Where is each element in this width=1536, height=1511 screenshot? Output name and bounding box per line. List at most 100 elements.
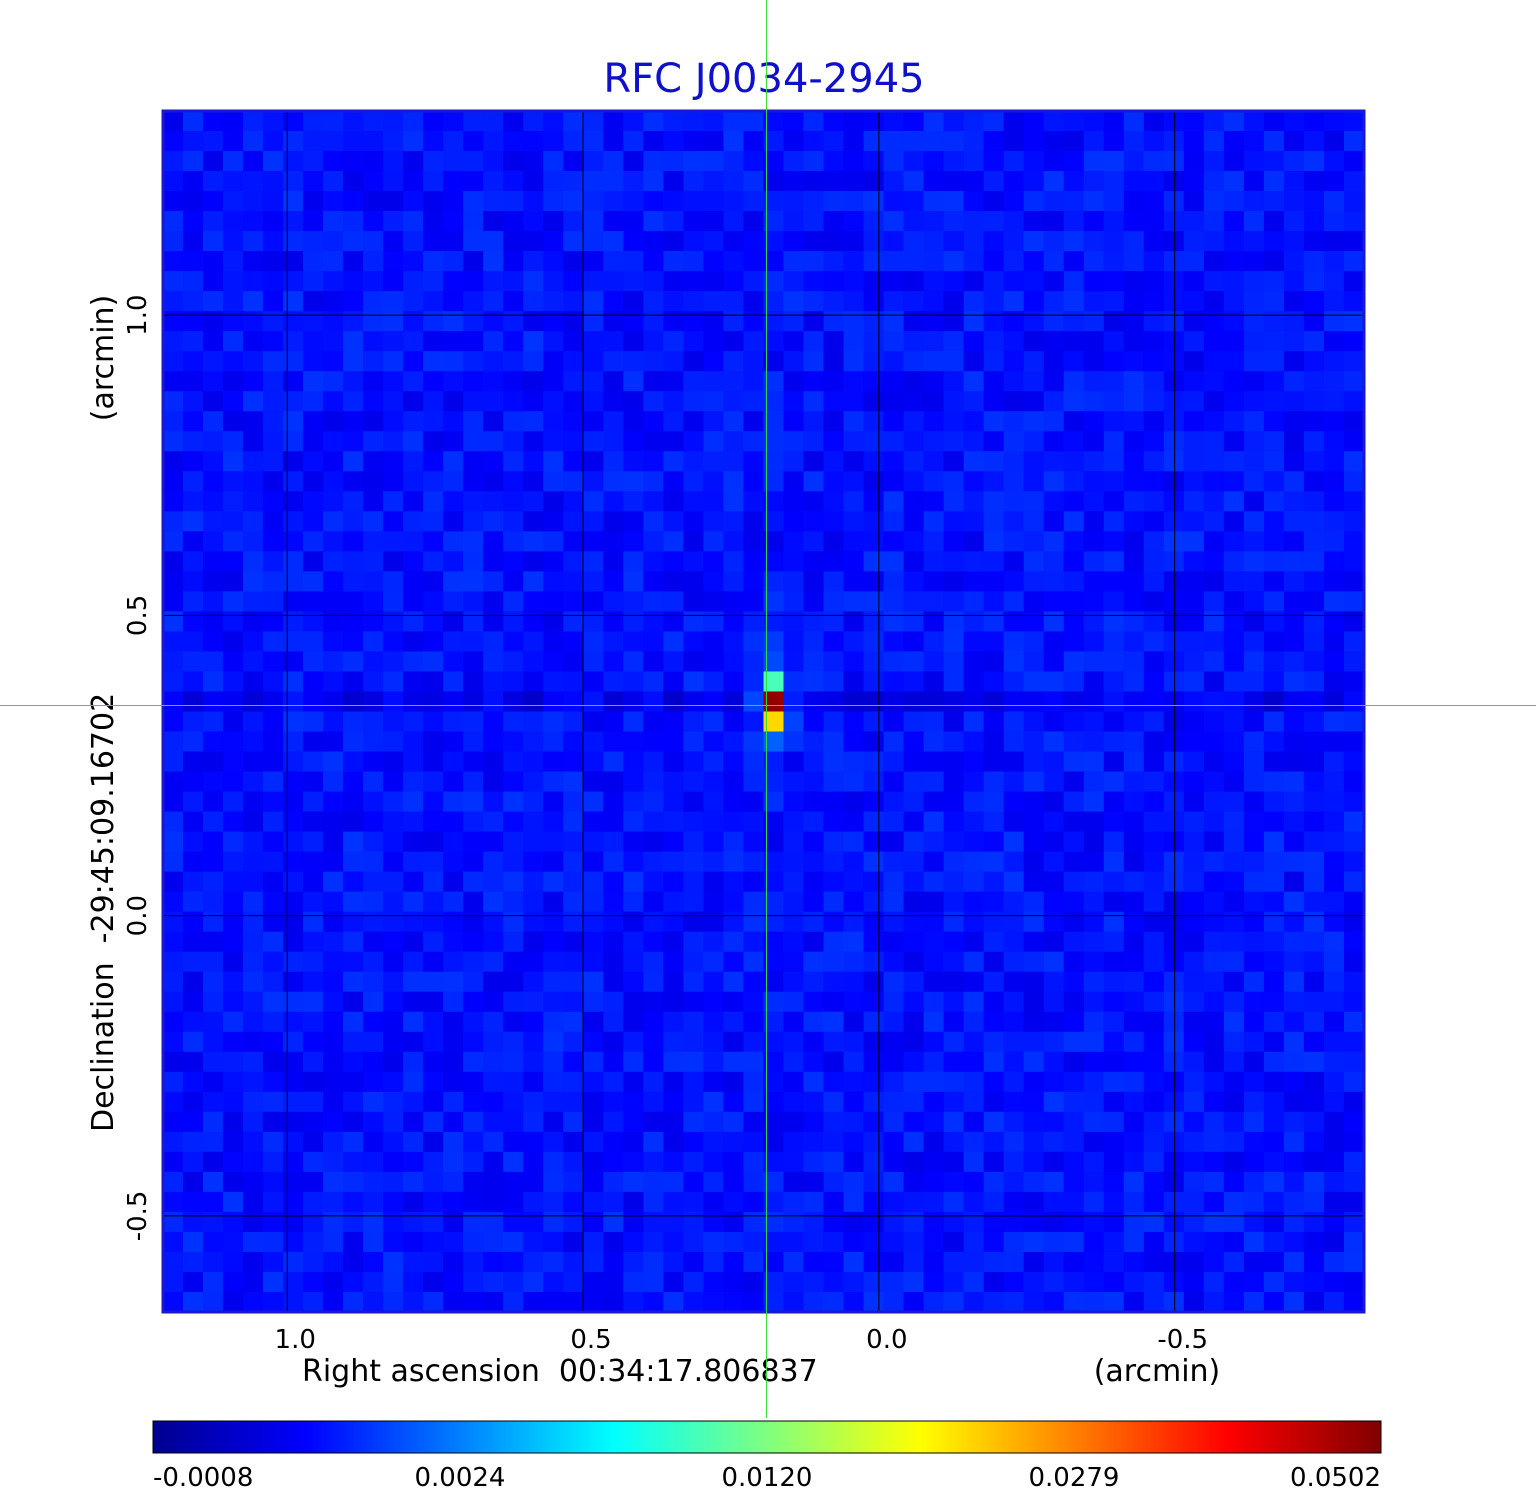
heatmap-cell <box>1183 1251 1205 1273</box>
heatmap-cell <box>263 591 284 613</box>
heatmap-cell <box>703 211 725 232</box>
heatmap-cell <box>1083 591 1105 613</box>
heatmap-cell <box>1143 211 1165 232</box>
heatmap-cell <box>823 731 845 753</box>
heatmap-cell <box>843 811 865 833</box>
heatmap-cell <box>503 931 524 953</box>
heatmap-cell <box>603 491 624 512</box>
heatmap-cell <box>1083 1191 1105 1213</box>
heatmap-cell <box>623 331 644 352</box>
heatmap-cell <box>863 951 885 973</box>
heatmap-cell <box>1283 1131 1305 1153</box>
heatmap-cell <box>223 951 244 973</box>
heatmap-cell <box>1163 591 1185 613</box>
heatmap-cell <box>1023 171 1045 192</box>
heatmap-cell <box>1063 1011 1085 1033</box>
heatmap-cell <box>943 451 965 472</box>
heatmap-cell <box>363 1151 384 1173</box>
heatmap-cell <box>523 931 544 953</box>
heatmap-cell <box>243 1271 264 1293</box>
heatmap-cell <box>883 1291 905 1312</box>
heatmap-cell <box>503 251 524 272</box>
heatmap-cell <box>943 211 965 232</box>
heatmap-cell <box>1003 551 1025 572</box>
heatmap-cell <box>783 291 805 312</box>
heatmap-cell <box>423 411 444 432</box>
heatmap-cell <box>463 291 484 312</box>
heatmap-cell <box>1023 1071 1045 1093</box>
heatmap-cell <box>1163 251 1185 272</box>
heatmap-cell <box>1123 651 1145 673</box>
heatmap-cell <box>483 271 504 292</box>
heatmap-cell <box>623 131 644 152</box>
heatmap-cell <box>463 1211 484 1233</box>
heatmap-cell <box>1163 451 1185 472</box>
heatmap-cell <box>1303 151 1325 172</box>
heatmap-cell <box>183 1271 204 1293</box>
heatmap-cell <box>1023 371 1045 392</box>
heatmap-cell <box>583 811 604 833</box>
heatmap-cell <box>463 191 484 212</box>
heatmap-cell <box>283 711 304 733</box>
heatmap-cell <box>983 1191 1005 1213</box>
heatmap-cell <box>1043 131 1065 152</box>
heatmap-cell <box>1203 711 1225 733</box>
heatmap-cell <box>323 1151 344 1173</box>
heatmap-cell <box>443 611 464 633</box>
heatmap-cell <box>923 231 945 252</box>
heatmap-cell <box>1323 891 1345 913</box>
heatmap-cell <box>283 1291 304 1312</box>
heatmap-cell <box>283 771 304 793</box>
heatmap-cell <box>1283 511 1305 532</box>
heatmap-cell <box>923 351 945 372</box>
heatmap-cell <box>703 491 725 512</box>
heatmap-cell <box>1103 131 1125 152</box>
heatmap-cell <box>163 131 184 152</box>
heatmap-cell <box>1223 371 1245 392</box>
heatmap-cell <box>743 511 765 532</box>
heatmap-cell <box>383 131 404 152</box>
heatmap-cell <box>603 1051 624 1073</box>
heatmap-cell <box>803 551 825 572</box>
heatmap-cell <box>603 1251 624 1273</box>
colorbar-tick-label: -0.0008 <box>153 1463 253 1493</box>
heatmap-cell <box>383 551 404 572</box>
heatmap-cell <box>323 811 344 833</box>
heatmap-cell <box>443 971 464 993</box>
heatmap-cell <box>1163 1231 1185 1253</box>
heatmap-cell <box>643 671 665 693</box>
heatmap-cell <box>863 811 885 833</box>
heatmap-cell <box>863 411 885 432</box>
heatmap-cell <box>243 291 264 312</box>
heatmap-cell <box>223 771 244 793</box>
heatmap-cell <box>743 1051 765 1073</box>
heatmap-cell <box>1303 471 1325 492</box>
heatmap-cell <box>443 191 464 212</box>
heatmap-cell <box>603 1091 624 1113</box>
heatmap-cell <box>743 811 765 833</box>
heatmap-cell <box>163 351 184 372</box>
heatmap-cell <box>1243 971 1265 993</box>
heatmap-cell <box>683 1031 705 1053</box>
x-tick-label: 0.0 <box>866 1325 907 1355</box>
heatmap-cell <box>823 1271 845 1293</box>
heatmap-cell <box>263 171 284 192</box>
heatmap-cell <box>1023 431 1045 452</box>
heatmap-cell <box>643 651 665 673</box>
heatmap-cell <box>583 351 604 372</box>
heatmap-cell <box>663 931 685 953</box>
heatmap-cell <box>203 731 224 753</box>
heatmap-cell <box>743 631 765 653</box>
heatmap-cell <box>1343 951 1364 973</box>
heatmap-cell <box>423 611 444 633</box>
heatmap-cell <box>1283 491 1305 512</box>
y-tick-label: -0.5 <box>123 1191 153 1242</box>
heatmap-cell <box>643 1111 665 1133</box>
heatmap-cell <box>763 231 785 252</box>
heatmap-cell <box>1083 311 1105 332</box>
heatmap-cell <box>1223 1251 1245 1273</box>
heatmap-cell <box>463 751 484 773</box>
heatmap-cell <box>603 551 624 572</box>
heatmap-cell <box>1343 691 1364 713</box>
heatmap-cell <box>263 991 284 1013</box>
